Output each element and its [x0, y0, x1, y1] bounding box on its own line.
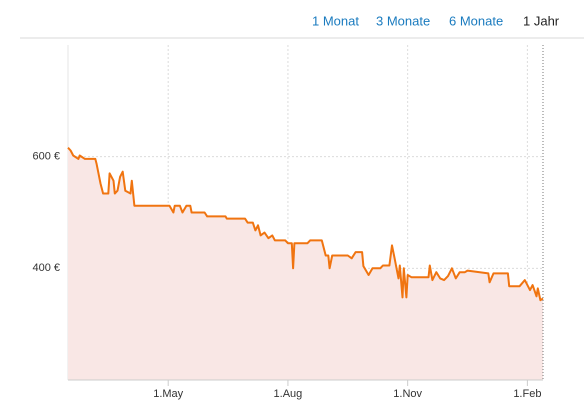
x-tick-label: 1.Nov — [393, 388, 422, 400]
y-tick-label: 600 € — [32, 151, 60, 163]
range-tab: 1 Jahr — [523, 13, 560, 28]
range-tab[interactable]: 6 Monate — [449, 13, 503, 28]
x-tick-label: 1.Feb — [513, 388, 541, 400]
range-tab[interactable]: 3 Monate — [376, 13, 430, 28]
area-fill — [68, 147, 543, 380]
x-tick-label: 1.Aug — [274, 388, 303, 400]
y-tick-label: 400 € — [32, 262, 60, 274]
price-line — [67, 147, 544, 302]
range-tab[interactable]: 1 Monat — [312, 13, 359, 28]
x-tick-label: 1.May — [153, 388, 183, 400]
